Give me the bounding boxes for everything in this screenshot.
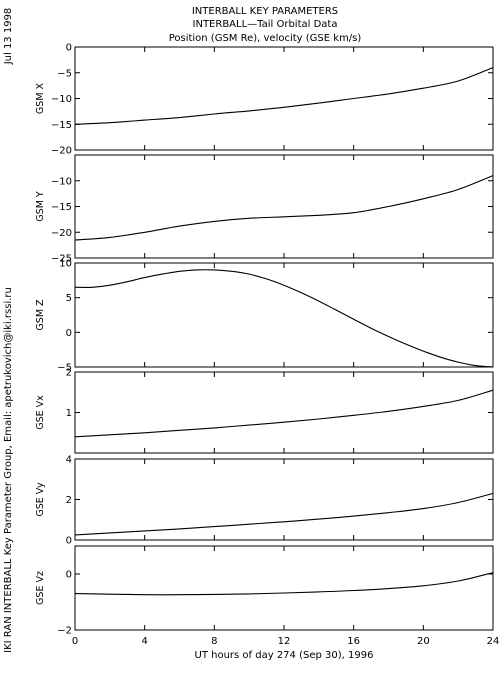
y-tick-label: 0: [66, 43, 72, 54]
series-line: [74, 572, 494, 596]
x-tick-label: 8: [211, 636, 217, 647]
x-tick-label: 0: [72, 636, 78, 647]
y-tick-label: 2: [66, 495, 72, 506]
y-tick-label: −20: [51, 228, 72, 239]
side-date: Jul 13 1998: [3, 8, 14, 66]
x-tick-label: 16: [347, 636, 360, 647]
y-tick-label: −25: [51, 254, 72, 265]
y-axis-label: GSM Z: [35, 299, 46, 331]
x-tick-label: 24: [487, 636, 500, 647]
y-tick-label: −5: [57, 68, 72, 79]
panel-1: 0 −5 −10 −15 −20 GSM X: [35, 43, 494, 157]
panel-frame: [74, 545, 494, 631]
y-axis-label: GSM X: [35, 82, 46, 114]
y-axis-label: GSE Vx: [35, 395, 46, 430]
header-line-1: INTERBALL KEY PARAMETERS: [192, 6, 338, 17]
y-tick-label: 2: [66, 368, 72, 379]
panel-4: 2 1 GSE Vx: [35, 368, 494, 454]
y-axis-label: GSE Vy: [35, 482, 46, 517]
y-tick-label: 10: [59, 259, 72, 270]
y-tick-label: −5: [57, 363, 72, 374]
y-axis-label: GSM Y: [35, 191, 46, 222]
header-line-3: Position (GSM Re), velocity (GSE km/s): [169, 33, 362, 44]
y-tick-label: −20: [51, 146, 72, 157]
series-line: [74, 389, 494, 438]
panel-2: −10 −15 −20 −25 GSM Y: [35, 154, 494, 265]
x-axis-label: UT hours of day 274 (Sep 30), 1996: [195, 650, 374, 661]
y-tick-label: −15: [51, 202, 72, 213]
x-tick-label: 4: [141, 636, 147, 647]
y-axis-label: GSE Vz: [35, 571, 46, 605]
panel-frame: [74, 46, 494, 151]
panel-3: 10 5 0 −5 GSM Z: [35, 259, 494, 374]
x-tick-label: 20: [417, 636, 430, 647]
y-tick-label: 0: [66, 536, 72, 547]
header-line-2: INTERBALL—Tail Orbital Data: [193, 19, 338, 30]
y-tick-label: 0: [66, 570, 72, 581]
y-tick-label: 5: [66, 293, 72, 304]
panel-frame: [74, 262, 494, 368]
y-tick-label: 1: [66, 408, 72, 419]
series-line: [74, 67, 494, 125]
y-tick-label: −10: [51, 94, 72, 105]
y-tick-label: 0: [66, 328, 72, 339]
series-line: [74, 175, 494, 241]
y-tick-label: −10: [51, 176, 72, 187]
x-tick-label: 12: [278, 636, 291, 647]
series-line: [74, 492, 494, 536]
y-tick-label: 4: [66, 455, 72, 466]
side-credit: IKI RAN INTERBALL Key Parameter Group, E…: [3, 287, 14, 653]
x-axis: 0 4 8 12 16 20 24: [72, 636, 500, 647]
y-tick-label: −15: [51, 120, 72, 131]
panel-frame: [74, 371, 494, 454]
panel-5: 4 2 0 GSE Vy: [35, 455, 494, 547]
series-line: [74, 269, 494, 368]
panel-6: 0 −2 GSE Vz: [35, 545, 494, 637]
panel-frame: [74, 458, 494, 541]
panel-frame: [74, 154, 494, 259]
y-tick-label: −2: [57, 626, 72, 637]
